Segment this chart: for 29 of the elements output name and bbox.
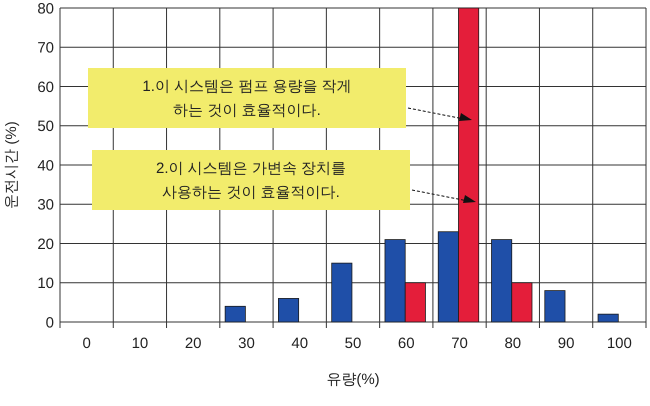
y-tick-label: 50 (37, 118, 54, 135)
bar (224, 306, 246, 322)
y-tick-label: 10 (37, 275, 54, 292)
x-tick-label: 70 (451, 335, 468, 352)
y-axis-title: 운전시간 (%) (3, 121, 20, 209)
x-tick-label: 20 (184, 335, 202, 352)
x-tick-label: 10 (132, 335, 148, 352)
annotation: 1.이 시스템은 펌프 용량을 작게 하는 것이 효율적이다. (142, 78, 352, 119)
x-tick-label: 60 (398, 335, 415, 352)
bar (331, 262, 352, 322)
x-tick-label: 40 (291, 335, 308, 352)
bar (598, 314, 619, 322)
x-tick-label: 0 (82, 335, 91, 352)
y-tick-label: 30 (37, 196, 54, 214)
y-tick-label: 0 (46, 314, 54, 332)
bar (544, 290, 566, 322)
y-tick-label: 80 (37, 0, 54, 18)
y-tick-label: 70 (37, 40, 54, 56)
x-tick-label: 90 (558, 335, 574, 352)
y-tick-label: 60 (37, 78, 54, 96)
y-tick-label: 40 (37, 157, 54, 174)
x-axis-title: 유량(%) (326, 371, 380, 388)
x-tick-label: 80 (504, 335, 522, 352)
annotation: 2.이 시스템은 가변속 장치를 사용하는 것이 효율적이다. (156, 160, 346, 201)
x-tick-label: 100 (606, 335, 632, 352)
y-tick-label: 20 (37, 236, 54, 253)
x-tick-label: 30 (238, 335, 255, 352)
bar (278, 298, 300, 322)
x-tick-label: 50 (344, 335, 362, 352)
